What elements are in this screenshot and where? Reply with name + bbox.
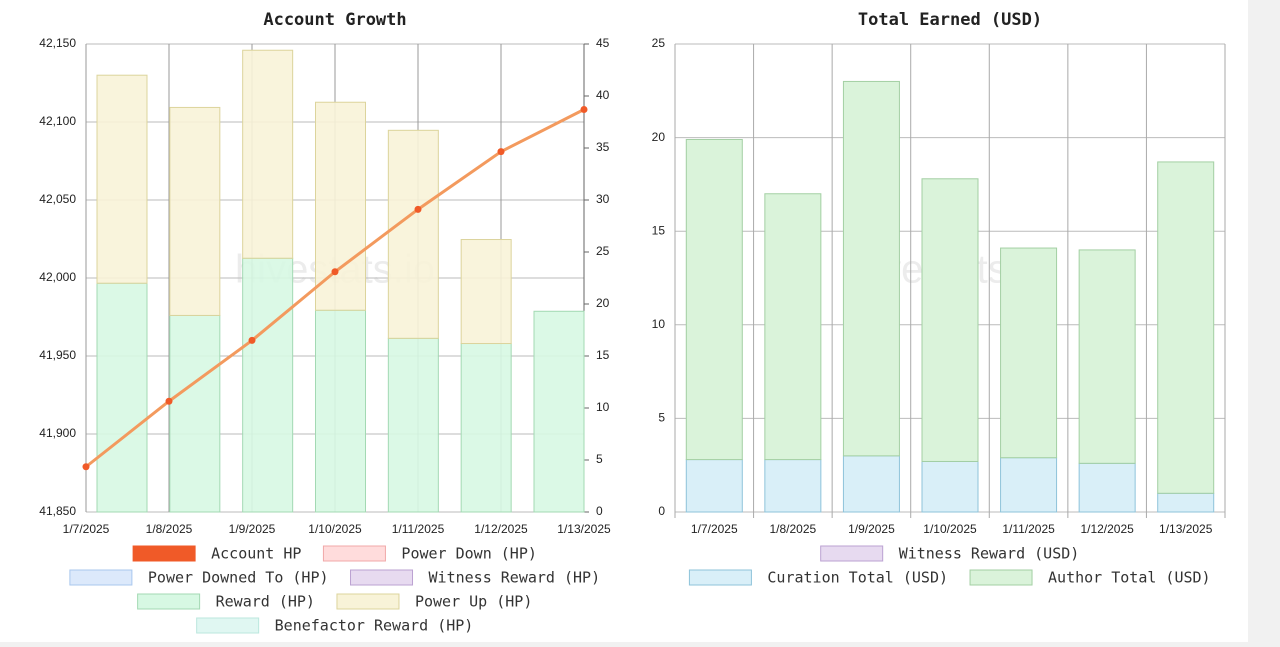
y2-tick-label: 45 xyxy=(596,36,610,50)
legend-swatch xyxy=(350,569,414,586)
bar-segment xyxy=(96,282,148,513)
bar-segment xyxy=(764,459,822,513)
legend-label: Account HP xyxy=(211,545,301,563)
legend-swatch xyxy=(969,569,1033,586)
legend-label: Power Down (HP) xyxy=(401,545,536,563)
x-tick-label: 1/13/2025 xyxy=(1159,522,1213,536)
x-tick-label: 1/11/2025 xyxy=(392,522,445,536)
y-tick-label: 0 xyxy=(658,504,665,518)
point xyxy=(165,397,173,405)
chart-title: Account Growth xyxy=(263,10,406,30)
y2-tick-label: 35 xyxy=(596,140,610,154)
bar-segment xyxy=(1078,462,1136,513)
point xyxy=(497,148,505,156)
bar-segment xyxy=(842,80,900,457)
bar-segment xyxy=(315,101,366,311)
y2-tick-label: 5 xyxy=(596,452,603,466)
x-tick-label: 1/10/2025 xyxy=(308,522,362,536)
bar-segment xyxy=(96,74,148,284)
y-tick-label: 42,050 xyxy=(39,192,76,206)
bar-segment xyxy=(315,309,366,513)
legend-label: Witness Reward (USD) xyxy=(899,545,1080,563)
legend-swatch xyxy=(196,617,260,634)
y-tick-label: 41,900 xyxy=(39,426,76,440)
legend-swatch xyxy=(336,593,400,610)
y2-tick-label: 30 xyxy=(596,192,610,206)
legend-swatch xyxy=(322,545,386,562)
bar-segment xyxy=(1078,249,1136,464)
x-tick-label: 1/10/2025 xyxy=(923,522,977,536)
legend-label: Power Downed To (HP) xyxy=(148,569,329,587)
y2-tick-label: 20 xyxy=(596,296,610,310)
x-tick-label: 1/7/2025 xyxy=(691,522,738,536)
bar-segment xyxy=(242,49,294,259)
x-tick-label: 1/8/2025 xyxy=(769,522,816,536)
y-tick-label: 25 xyxy=(652,36,666,50)
y-tick-label: 20 xyxy=(652,130,666,144)
y-tick-label: 42,000 xyxy=(39,270,76,284)
point xyxy=(248,336,256,344)
x-tick-label: 1/7/2025 xyxy=(63,522,110,536)
bar-segment xyxy=(685,138,743,461)
bar-segment xyxy=(169,106,221,316)
bar-segment xyxy=(1157,492,1215,513)
bar-segment xyxy=(169,314,221,513)
bar-segment xyxy=(387,337,439,513)
point xyxy=(331,268,339,276)
bar-segment xyxy=(685,459,743,513)
x-tick-label: 1/8/2025 xyxy=(146,522,193,536)
legend-swatch xyxy=(132,545,196,562)
point xyxy=(580,106,588,114)
bar-segment xyxy=(460,239,512,345)
bar-segment xyxy=(921,178,979,462)
legend-label: Author Total (USD) xyxy=(1048,569,1211,587)
y-tick-label: 42,150 xyxy=(39,36,76,50)
bar-segment xyxy=(1157,161,1215,494)
legend-swatch xyxy=(69,569,133,586)
bar-segment xyxy=(1000,457,1058,513)
bar-segment xyxy=(533,310,585,513)
legend-label: Reward (HP) xyxy=(216,593,315,611)
bar-segment xyxy=(842,455,900,513)
bar-segment xyxy=(1000,247,1058,459)
legend-label: Benefactor Reward (HP) xyxy=(275,617,474,635)
chart-title: Total Earned (USD) xyxy=(858,10,1042,30)
x-tick-label: 1/9/2025 xyxy=(848,522,895,536)
y-tick-label: 42,100 xyxy=(39,114,76,128)
legend-label: Curation Total (USD) xyxy=(767,569,948,587)
x-tick-label: 1/13/2025 xyxy=(557,522,611,536)
y2-tick-label: 0 xyxy=(596,504,603,518)
legend-label: Power Up (HP) xyxy=(415,593,532,611)
y2-tick-label: 15 xyxy=(596,348,610,362)
point xyxy=(414,205,422,213)
legend-swatch xyxy=(820,545,884,562)
y2-tick-label: 40 xyxy=(596,88,610,102)
bar-segment xyxy=(242,257,294,513)
y-tick-label: 41,850 xyxy=(39,504,76,518)
bar-segment xyxy=(764,193,822,461)
legend-swatch xyxy=(688,569,752,586)
bar-segment xyxy=(921,460,979,513)
point xyxy=(82,463,90,471)
bar-segment xyxy=(460,343,512,513)
x-tick-label: 1/12/2025 xyxy=(474,522,528,536)
y2-tick-label: 25 xyxy=(596,244,610,258)
bar-segment xyxy=(387,129,439,339)
y2-tick-label: 10 xyxy=(596,400,610,414)
y-tick-label: 15 xyxy=(652,223,666,237)
y-tick-label: 10 xyxy=(652,317,666,331)
y-tick-label: 41,950 xyxy=(39,348,76,362)
x-tick-label: 1/12/2025 xyxy=(1080,522,1134,536)
legend-label: Witness Reward (HP) xyxy=(429,569,601,587)
x-tick-label: 1/11/2025 xyxy=(1002,522,1055,536)
x-tick-label: 1/9/2025 xyxy=(229,522,276,536)
legend-swatch xyxy=(137,593,201,610)
y-tick-label: 5 xyxy=(658,411,665,425)
